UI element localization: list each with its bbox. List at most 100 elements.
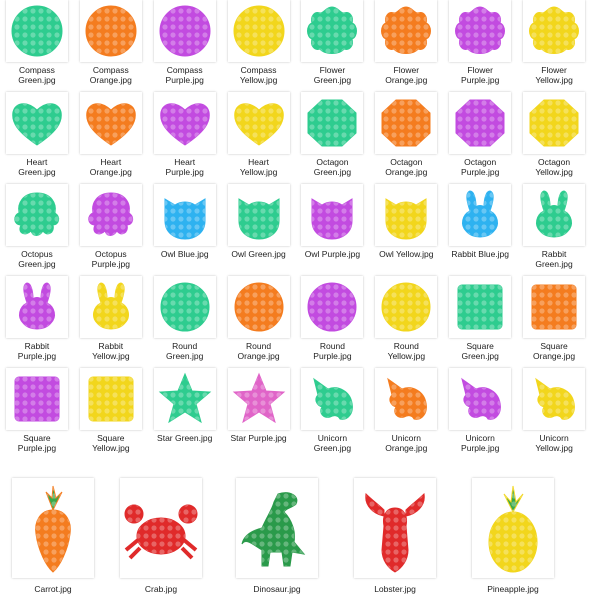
thumbnail-item[interactable]: Octagon Purple.jpg bbox=[443, 92, 517, 184]
heart-thumbnail[interactable] bbox=[79, 92, 142, 154]
flower-thumbnail[interactable] bbox=[449, 0, 512, 62]
owl-thumbnail[interactable] bbox=[301, 184, 364, 246]
pineapple-thumbnail[interactable] bbox=[472, 478, 554, 578]
thumbnail-item[interactable]: Rabbit Purple.jpg bbox=[0, 276, 74, 368]
thumbnail-item[interactable]: Unicorn Orange.jpg bbox=[369, 368, 443, 460]
large-thumbnail-item[interactable]: Crab.jpg bbox=[120, 478, 202, 594]
owl-thumbnail[interactable] bbox=[153, 184, 216, 246]
unicorn-thumbnail[interactable] bbox=[449, 368, 512, 430]
flower-thumbnail[interactable] bbox=[301, 0, 364, 62]
star-thumbnail[interactable] bbox=[227, 368, 290, 430]
thumbnail-item[interactable]: Flower Purple.jpg bbox=[443, 0, 517, 92]
compass-thumbnail[interactable] bbox=[79, 0, 142, 62]
thumbnail-item[interactable]: Square Purple.jpg bbox=[0, 368, 74, 460]
star-icon bbox=[158, 372, 211, 424]
star-thumbnail[interactable] bbox=[153, 368, 216, 430]
flower-thumbnail[interactable] bbox=[375, 0, 438, 62]
thumbnail-item[interactable]: Round Purple.jpg bbox=[296, 276, 370, 368]
square-thumbnail[interactable] bbox=[79, 368, 142, 430]
crab-thumbnail[interactable] bbox=[120, 478, 202, 578]
thumbnail-item[interactable]: Round Orange.jpg bbox=[222, 276, 296, 368]
thumbnail-item[interactable]: Compass Purple.jpg bbox=[148, 0, 222, 92]
octopus-thumbnail[interactable] bbox=[79, 184, 142, 246]
thumbnail-item[interactable]: Square Orange.jpg bbox=[517, 276, 591, 368]
thumbnail-item[interactable]: Square Green.jpg bbox=[443, 276, 517, 368]
rabbit-thumbnail[interactable] bbox=[5, 276, 68, 338]
thumbnail-item[interactable]: Flower Orange.jpg bbox=[369, 0, 443, 92]
owl-icon bbox=[311, 198, 353, 240]
thumbnail-item[interactable]: Star Green.jpg bbox=[148, 368, 222, 460]
large-thumbnail-item[interactable]: Pineapple.jpg bbox=[472, 478, 554, 594]
carrot-thumbnail[interactable] bbox=[12, 478, 94, 578]
thumbnail-item[interactable]: Octagon Orange.jpg bbox=[369, 92, 443, 184]
heart-thumbnail[interactable] bbox=[227, 92, 290, 154]
lobster-thumbnail[interactable] bbox=[354, 478, 436, 578]
large-thumbnail-item[interactable]: Carrot.jpg bbox=[12, 478, 94, 594]
thumbnail-item[interactable]: Unicorn Purple.jpg bbox=[443, 368, 517, 460]
thumbnail-item[interactable]: Heart Orange.jpg bbox=[74, 92, 148, 184]
square-thumbnail[interactable] bbox=[449, 276, 512, 338]
thumbnail-item[interactable]: Unicorn Green.jpg bbox=[296, 368, 370, 460]
thumbnail-item[interactable]: Owl Purple.jpg bbox=[296, 184, 370, 276]
round-thumbnail[interactable] bbox=[153, 276, 216, 338]
flower-icon bbox=[381, 6, 432, 54]
round-thumbnail[interactable] bbox=[227, 276, 290, 338]
thumbnail-item[interactable]: Heart Green.jpg bbox=[0, 92, 74, 184]
heart-thumbnail[interactable] bbox=[5, 92, 68, 154]
thumbnail-item[interactable]: Heart Yellow.jpg bbox=[222, 92, 296, 184]
octagon-thumbnail[interactable] bbox=[375, 92, 438, 154]
heart-thumbnail[interactable] bbox=[153, 92, 216, 154]
thumbnail-item[interactable]: Unicorn Yellow.jpg bbox=[517, 368, 591, 460]
thumbnail-item[interactable]: Flower Green.jpg bbox=[296, 0, 370, 92]
thumbnail-item[interactable]: Compass Green.jpg bbox=[0, 0, 74, 92]
octagon-thumbnail[interactable] bbox=[301, 92, 364, 154]
thumbnail-filename: Heart Purple.jpg bbox=[165, 157, 204, 177]
unicorn-thumbnail[interactable] bbox=[301, 368, 364, 430]
rabbit-thumbnail[interactable] bbox=[523, 184, 586, 246]
flower-thumbnail[interactable] bbox=[523, 0, 586, 62]
round-thumbnail[interactable] bbox=[301, 276, 364, 338]
thumbnail-item[interactable]: Square Yellow.jpg bbox=[74, 368, 148, 460]
thumbnail-item[interactable]: Octopus Green.jpg bbox=[0, 184, 74, 276]
square-icon bbox=[457, 284, 503, 330]
thumbnail-item[interactable]: Rabbit Green.jpg bbox=[517, 184, 591, 276]
thumbnail-item[interactable]: Flower Yellow.jpg bbox=[517, 0, 591, 92]
compass-thumbnail[interactable] bbox=[227, 0, 290, 62]
compass-thumbnail[interactable] bbox=[153, 0, 216, 62]
thumbnail-item[interactable]: Rabbit Blue.jpg bbox=[443, 184, 517, 276]
thumbnail-item[interactable]: Owl Blue.jpg bbox=[148, 184, 222, 276]
thumbnail-item[interactable]: Heart Purple.jpg bbox=[148, 92, 222, 184]
rabbit-thumbnail[interactable] bbox=[449, 184, 512, 246]
owl-thumbnail[interactable] bbox=[227, 184, 290, 246]
thumbnail-item[interactable]: Star Purple.jpg bbox=[222, 368, 296, 460]
thumbnail-filename: Square Yellow.jpg bbox=[92, 433, 130, 453]
thumbnail-item[interactable]: Owl Green.jpg bbox=[222, 184, 296, 276]
unicorn-thumbnail[interactable] bbox=[375, 368, 438, 430]
thumbnail-item[interactable]: Compass Orange.jpg bbox=[74, 0, 148, 92]
octagon-thumbnail[interactable] bbox=[449, 92, 512, 154]
thumbnail-item[interactable]: Compass Yellow.jpg bbox=[222, 0, 296, 92]
thumbnail-item[interactable]: Round Green.jpg bbox=[148, 276, 222, 368]
compass-thumbnail[interactable] bbox=[5, 0, 68, 62]
round-thumbnail[interactable] bbox=[375, 276, 438, 338]
rabbit-thumbnail[interactable] bbox=[79, 276, 142, 338]
thumbnail-item[interactable]: Octagon Yellow.jpg bbox=[517, 92, 591, 184]
square-thumbnail[interactable] bbox=[523, 276, 586, 338]
thumbnail-item[interactable]: Octopus Purple.jpg bbox=[74, 184, 148, 276]
thumbnail-item[interactable]: Rabbit Yellow.jpg bbox=[74, 276, 148, 368]
thumbnail-item[interactable]: Octagon Green.jpg bbox=[296, 92, 370, 184]
thumbnail-item[interactable]: Owl Yellow.jpg bbox=[369, 184, 443, 276]
thumbnail-filename: Round Purple.jpg bbox=[313, 341, 352, 361]
octagon-thumbnail[interactable] bbox=[523, 92, 586, 154]
rabbit-icon bbox=[462, 190, 499, 238]
large-thumbnail-item[interactable]: Lobster.jpg bbox=[354, 478, 436, 594]
owl-thumbnail[interactable] bbox=[375, 184, 438, 246]
octopus-thumbnail[interactable] bbox=[5, 184, 68, 246]
thumbnail-filename: Square Purple.jpg bbox=[17, 433, 57, 453]
unicorn-thumbnail[interactable] bbox=[523, 368, 586, 430]
dinosaur-thumbnail[interactable] bbox=[236, 478, 318, 578]
thumbnail-item[interactable]: Round Yellow.jpg bbox=[369, 276, 443, 368]
thumbnail-filename: Round Orange.jpg bbox=[237, 341, 280, 361]
large-thumbnail-item[interactable]: Dinosaur.jpg bbox=[236, 478, 318, 594]
square-thumbnail[interactable] bbox=[5, 368, 68, 430]
